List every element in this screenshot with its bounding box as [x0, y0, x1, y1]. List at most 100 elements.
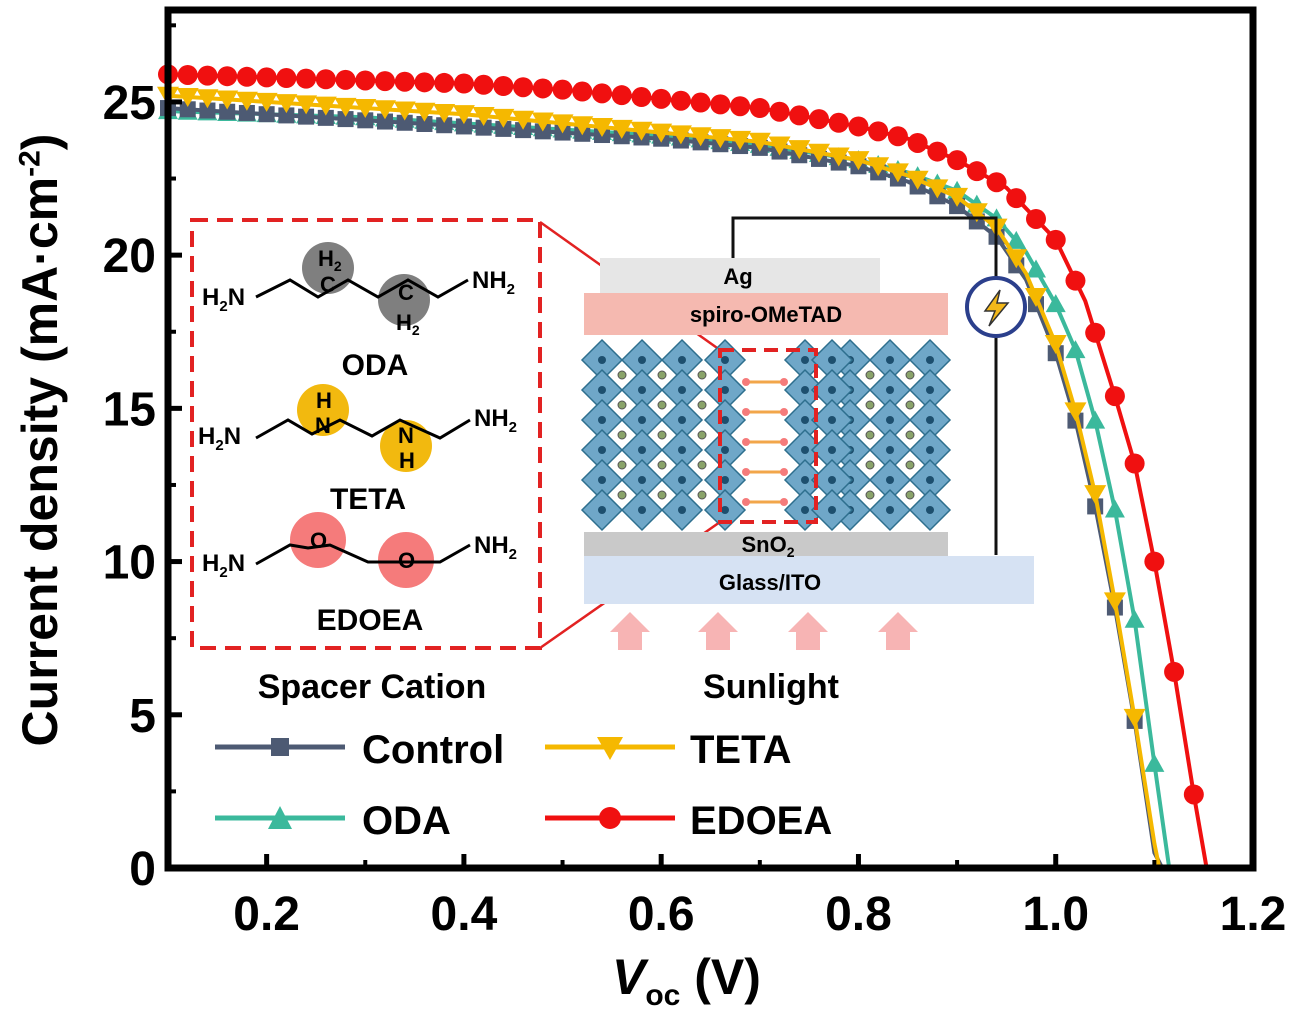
a-site-cation	[657, 370, 667, 380]
b-site-ion	[598, 446, 606, 454]
point-edoea	[730, 96, 751, 117]
point-teta	[452, 105, 475, 125]
point-teta	[393, 101, 416, 121]
point-oda	[1026, 259, 1046, 278]
point-control	[199, 102, 216, 119]
x-tick-label: 0.2	[233, 888, 300, 941]
b-site-ion	[801, 446, 809, 454]
point-oda	[1045, 294, 1066, 313]
point-edoea	[296, 68, 317, 89]
point-control	[337, 111, 354, 128]
point-teta	[1123, 708, 1146, 728]
teta-n1-atom: N	[315, 413, 331, 438]
teta-n2-h: H	[399, 448, 415, 473]
b-site-ion	[801, 476, 809, 484]
teta-n2-atom: N	[398, 423, 414, 448]
point-control	[357, 112, 374, 129]
b-site-ion	[598, 506, 606, 514]
point-edoea	[414, 72, 435, 93]
point-teta	[433, 103, 456, 123]
point-control	[475, 119, 492, 136]
point-teta	[334, 97, 357, 117]
x-tick-label: 0.8	[825, 888, 892, 941]
point-edoea	[394, 71, 415, 92]
y-tick-label: 5	[129, 690, 156, 743]
legend-marker-edoea	[599, 807, 621, 829]
amine-end	[742, 498, 750, 506]
point-oda	[1006, 230, 1027, 249]
point-teta	[926, 179, 949, 199]
b-site-ion	[678, 446, 686, 454]
point-control	[298, 108, 315, 125]
b-site-ion	[721, 476, 729, 484]
b-site-ion	[721, 386, 729, 394]
point-edoea	[434, 72, 455, 93]
a-site-cation	[905, 430, 915, 440]
point-oda	[1124, 609, 1145, 628]
a-site-cation	[865, 430, 875, 440]
legend-item-edoea: EDOEA	[545, 799, 832, 843]
point-edoea	[809, 109, 829, 130]
a-site-cation	[865, 490, 875, 500]
legend-marker-oda	[268, 806, 292, 829]
point-teta	[354, 99, 377, 119]
point-edoea	[828, 112, 849, 133]
b-site-ion	[801, 356, 809, 364]
a-site-cation	[865, 400, 875, 410]
point-control	[515, 122, 532, 139]
glass-ito-label: Glass/ITO	[719, 570, 821, 595]
b-site-ion	[721, 506, 729, 514]
point-edoea	[631, 87, 652, 108]
point-teta	[1005, 249, 1028, 269]
a-site-cation	[697, 460, 707, 470]
a-site-cation	[905, 490, 915, 500]
b-site-ion	[828, 386, 836, 394]
b-site-ion	[678, 416, 686, 424]
point-teta	[610, 119, 633, 139]
b-site-ion	[886, 386, 894, 394]
b-site-ion	[598, 476, 606, 484]
point-teta	[669, 125, 692, 145]
series-teta	[157, 86, 1162, 869]
point-teta	[689, 127, 712, 147]
axes-layer: 0 5 10 15 20 25 0.2 0.4 0.6 0.8 1.0 1.2	[103, 6, 1287, 941]
point-teta	[216, 90, 239, 110]
point-teta	[176, 88, 199, 108]
point-edoea	[1104, 386, 1125, 407]
sun-arrow-icon	[788, 612, 828, 650]
point-edoea	[473, 74, 494, 95]
point-edoea	[710, 94, 731, 115]
series-edoea	[158, 64, 1209, 869]
b-site-ion	[828, 476, 836, 484]
x-tick-label: 1.2	[1220, 888, 1287, 941]
point-oda	[1104, 499, 1125, 518]
point-teta	[374, 100, 396, 120]
a-site-cation	[617, 460, 627, 470]
sun-arrow-icon	[698, 612, 738, 650]
legend-marker-teta	[597, 737, 623, 760]
plot-frame	[164, 6, 1257, 872]
y-tick-label: 0	[129, 843, 156, 896]
legend: Control TETA ODA EDOEA	[215, 728, 832, 843]
legend-label-oda: ODA	[362, 799, 451, 843]
b-site-ion	[926, 476, 934, 484]
point-teta	[729, 130, 752, 150]
teta-chain	[255, 418, 471, 440]
point-edoea	[513, 77, 534, 98]
point-teta	[235, 91, 258, 111]
spacer-cation-label: Spacer Cation	[258, 668, 487, 706]
point-teta	[591, 118, 613, 138]
point-teta	[1084, 485, 1107, 505]
a-site-cation	[697, 490, 707, 500]
point-control	[495, 120, 512, 137]
point-control	[238, 104, 255, 121]
point-teta	[531, 112, 554, 132]
point-edoea	[453, 73, 474, 94]
point-teta	[847, 151, 870, 171]
x-axis-title: Voc (V)	[612, 949, 761, 1012]
point-edoea	[1085, 322, 1106, 343]
oda-c2-atom: C	[398, 280, 414, 305]
interlayer-dashed-box	[718, 348, 818, 524]
b-site-ion	[828, 416, 836, 424]
point-edoea	[276, 68, 297, 89]
